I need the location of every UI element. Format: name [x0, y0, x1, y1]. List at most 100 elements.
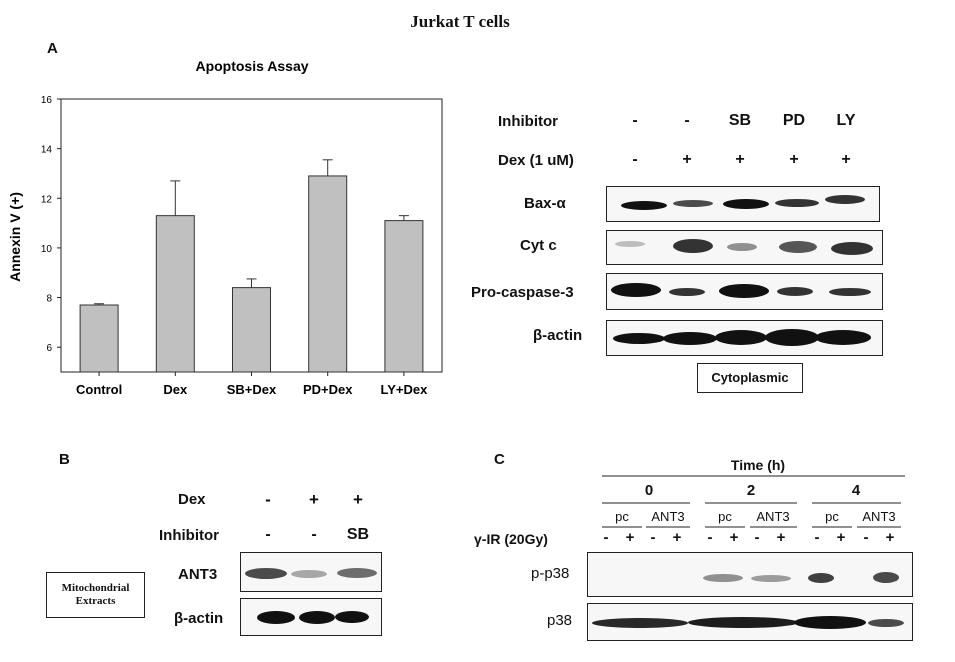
wc-ir-value: +	[672, 529, 682, 546]
wa-inhibitor-value: -	[684, 112, 690, 129]
wa-dex-value: -	[632, 151, 638, 168]
band	[663, 332, 717, 345]
y-tick-label: 16	[41, 95, 53, 106]
band	[299, 611, 335, 624]
band	[669, 288, 705, 296]
wc-group-label: ANT3	[651, 509, 685, 524]
wa-dex-value: +	[841, 151, 851, 168]
wc-group-label: ANT3	[756, 509, 790, 524]
wc-row-label-p38: p38	[547, 612, 573, 629]
wc-ir-value: +	[885, 529, 895, 546]
wc-ir-value: +	[729, 529, 739, 546]
band	[751, 575, 791, 582]
wc-time-value: 4	[851, 482, 861, 499]
wa-blot-procaspase3	[606, 273, 883, 310]
wb-dex-value: +	[353, 490, 363, 509]
band	[779, 241, 817, 253]
wa-inhibitor-value: SB	[728, 112, 752, 129]
wc-ir-label: γ-IR (20Gy)	[474, 531, 548, 547]
y-tick-label: 12	[41, 194, 53, 205]
wb-inhibitor-value: -	[311, 526, 317, 543]
band	[808, 573, 834, 583]
x-tick-label: Dex	[163, 382, 188, 397]
band	[719, 284, 769, 298]
wc-time-value: 2	[746, 482, 756, 499]
wa-blot-bax	[606, 186, 880, 222]
band	[621, 201, 667, 210]
wb-blot-actin	[240, 598, 382, 636]
wb-row-label-ant3: ANT3	[178, 566, 218, 583]
wa-row-label-cytc: Cyt c	[520, 237, 557, 254]
wc-ir-value: -	[863, 529, 869, 546]
wa-row-label-bax: Bax-α	[524, 195, 566, 212]
band	[611, 283, 661, 297]
band	[673, 200, 713, 207]
wc-group-label: pc	[718, 509, 732, 524]
panel-b-letter: B	[59, 451, 70, 468]
wb-inhibitor-label: Inhibitor	[159, 527, 219, 544]
x-tick-label: LY+Dex	[380, 382, 428, 397]
wa-dex-value: +	[682, 151, 692, 168]
wb-fraction-line1: Mitochondrial	[61, 582, 130, 594]
wb-dex-label: Dex	[178, 491, 206, 508]
panel-c-letter: C	[494, 451, 505, 468]
x-tick-label: Control	[76, 382, 122, 397]
band	[829, 288, 871, 296]
wc-ir-value: +	[836, 529, 846, 546]
wc-ir-value: +	[776, 529, 786, 546]
wc-ir-value: -	[814, 529, 820, 546]
wa-blot-actin	[606, 320, 883, 356]
wb-dex-value: +	[309, 490, 319, 509]
band	[831, 242, 873, 255]
bar	[384, 220, 424, 373]
chart-y-axis-label: Annexin V (+)	[7, 192, 23, 282]
figure-title: Jurkat T cells	[410, 12, 510, 31]
wc-ir-value: +	[625, 529, 635, 546]
band	[613, 333, 665, 344]
wb-blot-ant3	[240, 552, 382, 592]
wa-inhibitor-value: PD	[782, 112, 806, 129]
wa-inhibitor-label: Inhibitor	[498, 113, 558, 130]
wa-blot-cytc	[606, 230, 883, 265]
wb-inhibitor-value: -	[265, 526, 271, 543]
wc-blot-pp38	[587, 552, 913, 597]
band	[245, 568, 287, 579]
wa-dex-value: +	[789, 151, 799, 168]
band	[673, 239, 713, 253]
wa-inhibitor-value: LY	[836, 112, 856, 129]
x-tick-label: PD+Dex	[303, 382, 353, 397]
band	[703, 574, 743, 582]
wa-dex-value: +	[735, 151, 745, 168]
wc-group-label: pc	[615, 509, 629, 524]
band	[291, 570, 327, 578]
bar	[155, 215, 195, 373]
wc-time-label: Time (h)	[730, 457, 786, 473]
wa-inhibitor-value: -	[632, 112, 638, 129]
y-tick-label: 6	[46, 343, 52, 354]
wc-ir-value: -	[707, 529, 713, 546]
band	[777, 287, 813, 296]
wb-fraction-line2: Extracts	[75, 595, 116, 607]
band	[592, 618, 688, 628]
band	[868, 619, 904, 627]
y-tick-label: 8	[46, 294, 52, 305]
y-tick-label: 10	[41, 244, 53, 255]
wc-group-label: ANT3	[862, 509, 896, 524]
wc-row-label-pp38: p-p38	[531, 565, 570, 582]
wc-group-label: pc	[825, 509, 839, 524]
wb-row-label-actin: β-actin	[174, 610, 224, 627]
bar	[79, 304, 119, 373]
wc-blot-p38	[587, 603, 913, 641]
band	[727, 243, 757, 251]
band	[775, 199, 819, 207]
wc-time-value: 0	[644, 482, 654, 499]
band	[815, 330, 871, 345]
wc-ir-value: -	[754, 529, 760, 546]
wa-row-label-actin: β-actin	[533, 327, 583, 344]
wa-dex-label: Dex (1 uM)	[498, 152, 574, 169]
wa-row-label-procaspase3: Pro-caspase-3	[471, 284, 574, 301]
band	[715, 330, 767, 345]
band	[765, 329, 819, 346]
